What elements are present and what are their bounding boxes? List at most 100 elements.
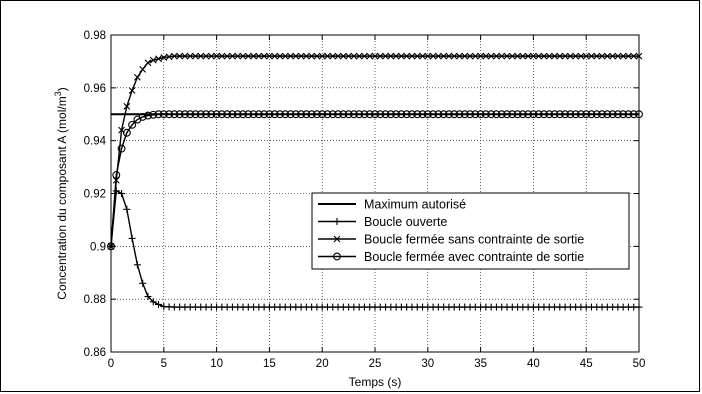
series-4-marker: [550, 110, 559, 119]
series-4-marker-c: [297, 110, 306, 119]
series-3-marker-b: [266, 52, 273, 60]
series-3-marker: [530, 52, 537, 60]
series-3-marker: [361, 52, 368, 60]
series-4-marker-c: [244, 110, 253, 119]
series-3-marker-b: [355, 52, 363, 60]
legend-marker-4-c: [333, 252, 341, 261]
series-3-marker-b: [477, 52, 484, 60]
series-4-marker: [186, 110, 195, 119]
series-2-marker: [123, 205, 131, 213]
series-4-marker-c: [207, 110, 216, 119]
series-4-marker: [561, 110, 570, 119]
series-3-marker-b: [392, 52, 400, 60]
x-tick-label: 25: [369, 358, 382, 370]
series-3-marker: [408, 52, 416, 60]
series-4-marker-c: [349, 110, 358, 119]
series-3-marker: [170, 52, 178, 60]
series-4-marker: [608, 110, 617, 119]
series-3-marker-b: [609, 52, 616, 60]
series-3-marker-b: [339, 52, 347, 60]
series-4-marker-c: [339, 110, 348, 119]
series-4-marker-c: [149, 110, 158, 119]
series-4-marker-c: [508, 110, 517, 119]
series-4-marker: [613, 110, 622, 119]
series-3-marker-b: [197, 52, 205, 60]
series-4-marker: [518, 110, 527, 119]
series-4-marker: [122, 128, 131, 137]
y-tick-label: 0.86: [84, 347, 106, 359]
series-4-marker: [355, 110, 364, 119]
series-4-marker-c: [497, 110, 506, 119]
series-4-marker: [128, 120, 137, 129]
series-4-marker-c: [534, 110, 543, 119]
series-4-marker: [466, 110, 474, 119]
series-4-marker: [260, 110, 269, 119]
series-4-marker: [434, 110, 443, 119]
series-4-marker: [312, 110, 321, 119]
series-4-marker-c: [566, 110, 575, 119]
series-3-marker: [514, 52, 521, 60]
series-4-marker: [138, 112, 147, 121]
series-4-marker: [323, 110, 332, 119]
legend-marker-3: [333, 235, 341, 243]
series-4-marker-c: [144, 111, 152, 120]
series-3-marker: [461, 52, 469, 60]
series-4-marker-c: [450, 110, 459, 119]
series-4-marker: [165, 110, 174, 119]
series-3-marker: [229, 52, 236, 60]
series-3-marker-b: [530, 52, 537, 60]
series-4-marker: [281, 110, 290, 119]
series-3-marker-b: [229, 52, 236, 60]
series-4-marker-c: [481, 110, 490, 119]
series-4-marker: [444, 110, 453, 119]
series-3-marker: [593, 52, 601, 60]
series-4-marker-c: [128, 120, 137, 129]
series-4-marker: [418, 110, 427, 119]
series-4-marker-c: [202, 110, 210, 119]
series-3-marker-b: [213, 52, 220, 60]
series-3-marker: [218, 52, 226, 60]
series-3-marker-b: [149, 56, 157, 64]
series-3-marker-b: [413, 52, 421, 60]
series-3-marker-b: [566, 52, 574, 60]
series-3-marker-b: [350, 52, 358, 60]
series-3-marker: [572, 52, 580, 60]
series-4-marker: [159, 110, 168, 119]
series-4-marker-c: [318, 110, 327, 119]
x-tick-label: 40: [527, 358, 540, 370]
series-4-marker: [386, 110, 395, 119]
series-4-marker-c: [117, 144, 126, 153]
series-4-marker-c: [540, 110, 548, 119]
series-4-marker-c: [582, 110, 591, 119]
series-3-marker: [609, 52, 616, 60]
series-3-marker: [503, 52, 511, 60]
series-4-marker: [149, 110, 158, 119]
y-tick-label: 0.9: [90, 241, 106, 253]
series-4-marker-c: [423, 110, 432, 119]
series-4-marker: [545, 110, 554, 119]
legend-marker-2: [333, 218, 341, 225]
x-tick-label: 20: [316, 358, 329, 370]
series-3-marker: [213, 52, 220, 60]
series-3-marker-b: [202, 52, 210, 60]
series-3-marker: [424, 52, 432, 60]
series-3-marker-b: [134, 73, 141, 81]
y-tick-label: 0.94: [84, 136, 107, 148]
x-tick-label: 30: [421, 358, 434, 370]
series-4-marker: [349, 110, 358, 119]
series-3-marker-b: [255, 52, 263, 60]
series-4-marker-c: [344, 110, 353, 119]
series-3-marker: [155, 55, 162, 63]
series-3-marker-b: [192, 52, 199, 60]
series-3-marker-b: [107, 242, 115, 250]
series-4-marker: [566, 110, 575, 119]
series-3-marker: [149, 56, 157, 64]
series-4-marker-c: [371, 110, 379, 119]
series-4-marker-c: [228, 110, 237, 119]
series-4-marker-c: [413, 110, 422, 119]
series-4-marker: [360, 110, 369, 119]
series-3-marker-b: [313, 52, 321, 60]
series-3-marker-b: [297, 52, 305, 60]
series-4-marker-c: [260, 110, 269, 119]
series-4-marker-c: [122, 128, 131, 137]
